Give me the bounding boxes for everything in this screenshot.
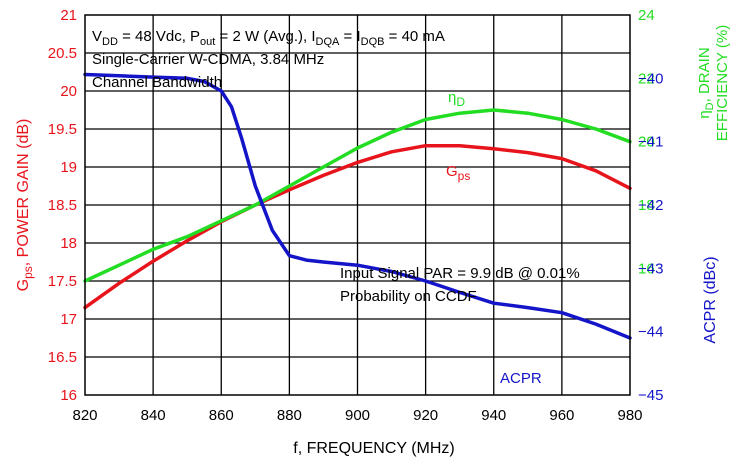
y-axis-title-acpr: ACPR (dBc) [702,256,719,343]
right-efficiency-tick-label: 18 [638,197,655,214]
right-efficiency-tick-label: 22 [638,70,655,87]
right-efficiency-tick-label: 24 [638,7,655,24]
left-tick-label: 16.5 [48,349,77,366]
x-tick-label: 840 [141,407,166,424]
series-line-efficiency [83,108,632,283]
right-acpr-tick-label: −43 [638,260,663,277]
right-acpr-tick-label: −42 [638,197,663,214]
plot-frame [84,14,631,396]
left-tick-label: 21 [60,7,77,24]
series-label-efficiency: ηD [448,89,465,109]
right-acpr-tick-label: −45 [638,387,663,404]
par-line-2: Probability on CCDF [340,288,477,305]
left-tick-label: 20.5 [48,45,77,62]
left-tick-label: 19.5 [48,121,77,138]
x-tick-label: 940 [481,407,506,424]
x-tick-label: 980 [617,407,642,424]
conditions-line-3: Channel Bandwidth [92,74,222,91]
conditions-line-2: Single-Carrier W-CDMA, 3.84 MHz [92,51,324,68]
series-label-acpr: ACPR [500,370,542,387]
left-tick-label: 16 [60,387,77,404]
x-tick-label: 880 [277,407,302,424]
series-line-acpr [83,72,632,340]
series-label-gain: Gps [446,163,470,183]
left-tick-label: 18.5 [48,197,77,214]
x-tick-label: 920 [413,407,438,424]
left-tick-label: 18 [60,235,77,252]
par-line-1: Input Signal PAR = 9.9 dB @ 0.01% [340,265,580,282]
ticks-layer: 820 840 860 880 900 920 940 960 980 16 16.5 17 17.5 1… [48,7,664,424]
left-tick-label: 19 [60,159,77,176]
right-acpr-tick-label: −41 [638,134,663,151]
left-tick-label: 20 [60,83,77,100]
right-efficiency-tick-label: 16 [638,260,655,277]
left-tick-label: 17 [60,311,77,328]
right-acpr-tick-label: −44 [638,324,663,341]
conditions-line-1: VDD = 48 Vdc, Pout = 2 W (Avg.), IDQA = … [92,28,445,48]
y-axis-title-gain: Gps, POWER GAIN (dB) [15,119,35,292]
x-tick-label: 820 [72,407,97,424]
series-layer [83,72,632,340]
right-acpr-tick-label: −40 [638,70,663,87]
x-axis-title: f, FREQUENCY (MHz) [293,440,454,457]
y-axis-title-efficiency-line-2: EFFICIENCY (%) [714,25,731,141]
right-efficiency-tick-label: 20 [638,134,655,151]
series-line-gain [83,143,632,310]
x-tick-label: 960 [549,407,574,424]
grid [85,15,630,395]
left-tick-label: 17.5 [48,273,77,290]
x-tick-label: 860 [209,407,234,424]
x-tick-label: 900 [345,407,370,424]
y-axis-title-efficiency-line-1: ηD, DRAIN [696,47,716,118]
